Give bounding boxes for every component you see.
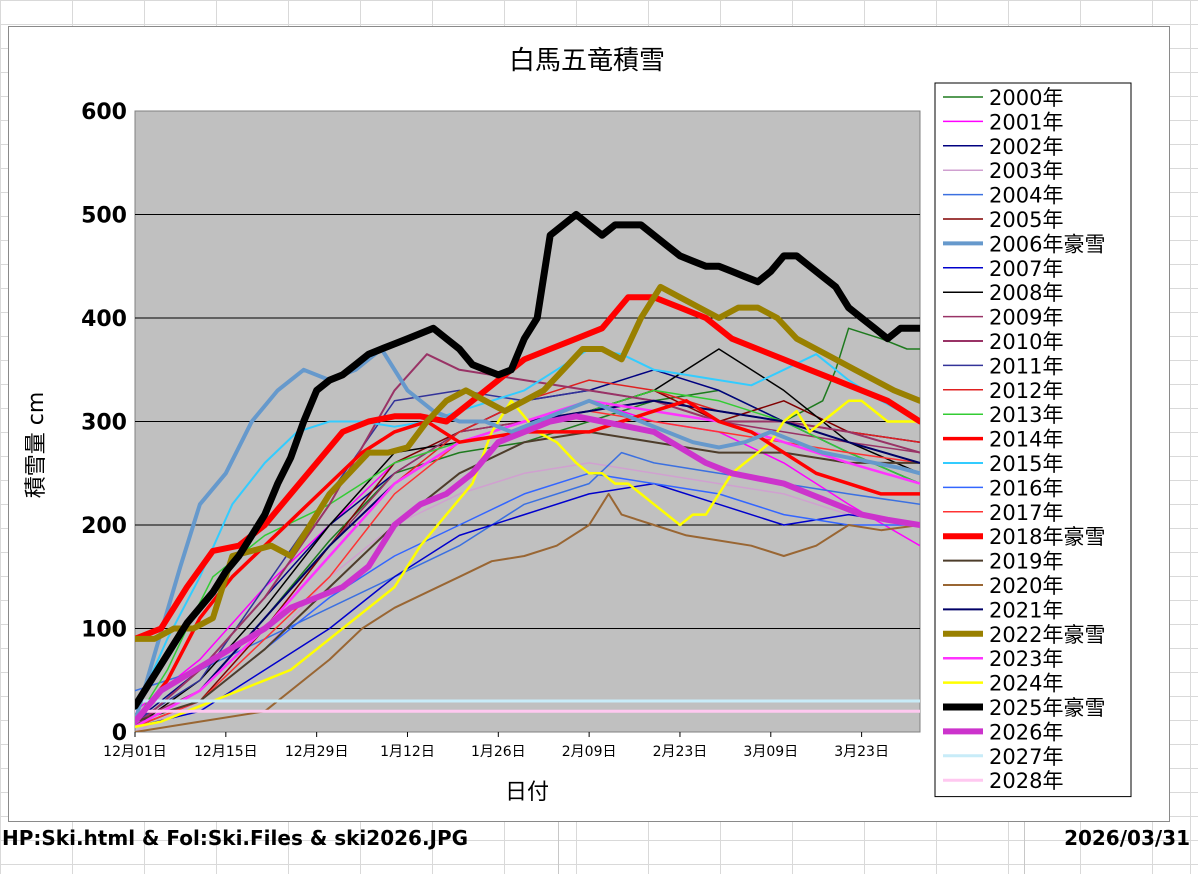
legend-label: 2028年 xyxy=(989,769,1063,793)
legend-label: 2011年 xyxy=(989,354,1063,378)
series-line xyxy=(135,283,920,642)
legend-label: 2025年豪雪 xyxy=(989,696,1105,720)
series-line xyxy=(135,347,920,724)
y-tick-label: 0 xyxy=(112,721,127,746)
legend-label: 2021年 xyxy=(989,598,1063,622)
series-line xyxy=(135,294,920,642)
x-axis-label: 日付 xyxy=(505,780,549,805)
legend-label: 2008年 xyxy=(989,281,1063,305)
x-tick-label: 3月23日 xyxy=(834,744,889,760)
chart-area[interactable]: 白馬五竜積雪 0 100 200 300 400 500 600 12月01日 12月15日 1… xyxy=(8,26,1170,822)
legend-label: 2016年 xyxy=(989,476,1063,500)
y-axis: 0 100 200 300 400 500 600 xyxy=(81,100,127,746)
series-line xyxy=(135,399,920,729)
legend-label: 2017年 xyxy=(989,501,1063,525)
legend-label: 2001年 xyxy=(989,110,1063,134)
footer-date-text: 2026/03/31 xyxy=(1064,826,1190,850)
x-tick-label: 1月12日 xyxy=(380,744,435,760)
y-tick-label: 100 xyxy=(81,618,127,643)
legend-label: 2004年 xyxy=(989,184,1063,208)
legend-label: 2014年 xyxy=(989,428,1063,452)
series-line xyxy=(135,492,920,732)
legend-label: 2000年 xyxy=(989,86,1063,110)
series-line xyxy=(135,211,920,710)
legend-label: 2002年 xyxy=(989,135,1063,159)
footer-path-text: HP:Ski.html & Fol:Ski.Files & ski2026.JP… xyxy=(2,826,469,850)
x-tick-label: 3月09日 xyxy=(743,744,798,760)
y-axis-label: 積雪量 cm xyxy=(24,392,49,499)
series-line xyxy=(135,482,920,728)
series-line xyxy=(135,413,920,725)
y-tick-label: 300 xyxy=(81,411,127,436)
legend-label: 2003年 xyxy=(989,159,1063,183)
legend-label: 2023年 xyxy=(989,647,1063,671)
legend-label: 2005年 xyxy=(989,208,1063,232)
legend-label: 2012年 xyxy=(989,379,1063,403)
legend-label: 2018年豪雪 xyxy=(989,525,1105,549)
x-tick-label: 2月23日 xyxy=(653,744,708,760)
legend-label: 2019年 xyxy=(989,550,1063,574)
x-tick-label: 1月26日 xyxy=(471,744,526,760)
series-lines xyxy=(135,211,920,732)
legend-label: 2020年 xyxy=(989,574,1063,598)
x-tick-label: 2月09日 xyxy=(562,744,617,760)
legend-label: 2007年 xyxy=(989,257,1063,281)
legend-label: 2013年 xyxy=(989,403,1063,427)
y-tick-label: 600 xyxy=(81,100,127,125)
legend-label: 2024年 xyxy=(989,672,1063,696)
legend-label: 2027年 xyxy=(989,745,1063,769)
y-tick-label: 200 xyxy=(81,514,127,539)
legend-label: 2022年豪雪 xyxy=(989,623,1105,647)
legend-label: 2009年 xyxy=(989,306,1063,330)
series-line xyxy=(135,348,920,713)
x-tick-label: 12月15日 xyxy=(194,744,258,760)
chart-title: 白馬五竜積雪 xyxy=(509,46,665,76)
y-tick-label: 500 xyxy=(81,204,127,229)
y-tick-label: 400 xyxy=(81,307,127,332)
legend-label: 2010年 xyxy=(989,330,1063,354)
x-axis: 12月01日 12月15日 12月29日 1月12日 1月26日 2月09日 2月23日 3月… xyxy=(103,732,889,760)
x-tick-label: 12月29日 xyxy=(285,744,349,760)
legend-label: 2015年 xyxy=(989,452,1063,476)
x-tick-label: 12月01日 xyxy=(103,744,167,760)
legend: 2000年2001年2002年2003年2004年2005年2006年豪雪200… xyxy=(934,82,1132,798)
legend-label: 2006年豪雪 xyxy=(989,232,1105,256)
legend-label: 2026年 xyxy=(989,720,1063,744)
